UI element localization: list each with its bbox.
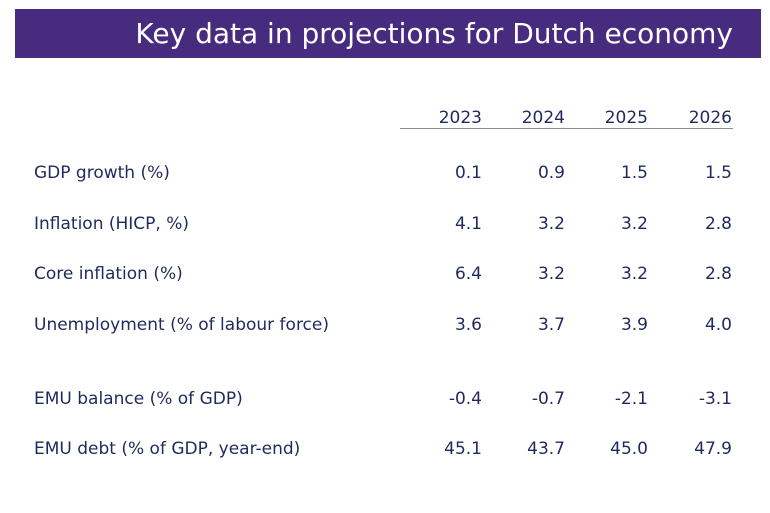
row-label-emu-balance: EMU balance (% of GDP) <box>34 389 243 409</box>
year-header-2024: 2024 <box>521 108 565 128</box>
table-cell: 6.4 <box>454 264 482 284</box>
year-header-2023: 2023 <box>438 108 482 128</box>
table-cell: 43.7 <box>527 439 565 459</box>
year-header-2026: 2026 <box>688 108 732 128</box>
table-cell: 47.9 <box>694 439 732 459</box>
row-label-emu-debt: EMU debt (% of GDP, year-end) <box>34 439 301 459</box>
row-label-core-inflation: Core inflation (%) <box>34 264 183 284</box>
table-cell: -3.1 <box>698 389 732 409</box>
table-cell: 0.1 <box>454 163 482 183</box>
table-cell: 3.6 <box>454 315 482 335</box>
table-cell: 45.1 <box>444 439 482 459</box>
row-label-inflation: Inflation (HICP, %) <box>34 214 190 234</box>
table-cell: 3.2 <box>537 264 565 284</box>
table-cell: 2.8 <box>704 214 732 234</box>
table-cell: 3.7 <box>537 315 565 335</box>
table-cell: -0.4 <box>448 389 482 409</box>
table-cell: 4.1 <box>454 214 482 234</box>
row-label-unemployment: Unemployment (% of labour force) <box>34 315 329 335</box>
table-cell: 4.0 <box>704 315 732 335</box>
table-cell: 3.2 <box>620 214 648 234</box>
table-cell: 0.9 <box>537 163 565 183</box>
table-cell: 1.5 <box>704 163 732 183</box>
table-cell: 2.8 <box>704 264 732 284</box>
table-cell: -0.7 <box>531 389 565 409</box>
page-title: Key data in projections for Dutch econom… <box>135 17 733 50</box>
table-cell: 3.2 <box>537 214 565 234</box>
table-cell: 3.9 <box>620 315 648 335</box>
table-cell: 1.5 <box>620 163 648 183</box>
header-divider <box>400 128 733 129</box>
title-banner: Key data in projections for Dutch econom… <box>15 9 761 58</box>
row-label-gdp-growth: GDP growth (%) <box>34 163 170 183</box>
year-header-2025: 2025 <box>604 108 648 128</box>
table-cell: 45.0 <box>610 439 648 459</box>
table-cell: 3.2 <box>620 264 648 284</box>
table-cell: -2.1 <box>614 389 648 409</box>
